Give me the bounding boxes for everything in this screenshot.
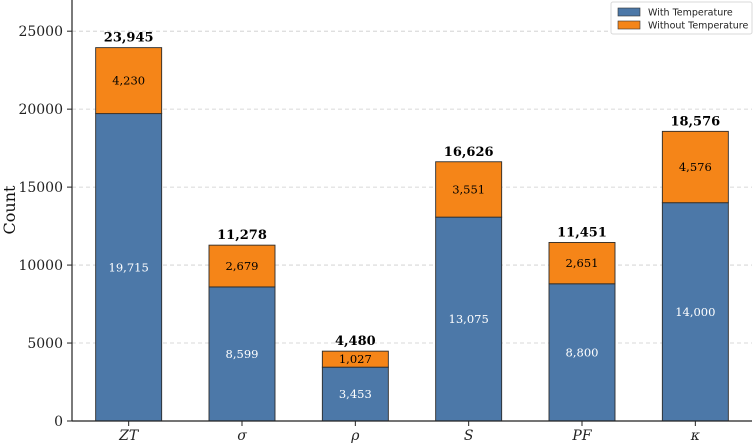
data-label-without-temperature-5: 4,576 — [679, 160, 712, 174]
total-label-1: 11,278 — [217, 228, 267, 243]
y-axis-title: Count — [0, 185, 19, 234]
legend-label-with-temperature: With Temperature — [648, 8, 733, 19]
total-label-2: 4,480 — [335, 334, 376, 349]
x-tick-label-2: ρ — [350, 428, 360, 444]
data-label-with-temperature-1: 8,599 — [226, 347, 259, 361]
x-tick-label-5: κ — [690, 428, 700, 444]
bar-without-temperature-5 — [661, 130, 729, 204]
y-tick-label-5000: 5000 — [27, 336, 63, 352]
value-labels: 19,715 4,230 23,945 8,599 2,679 11,278 3,453 1,… — [104, 31, 720, 401]
x-tick-label-3: S — [464, 428, 474, 444]
bar-without-temperature-0 — [95, 47, 163, 115]
y-tick-label-0: 0 — [54, 414, 63, 430]
data-label-without-temperature-3: 3,551 — [452, 182, 485, 196]
bar-with-temperature-1 — [208, 286, 276, 422]
bar-without-temperature-3 — [435, 161, 503, 218]
legend-box — [610, 1, 753, 35]
data-label-without-temperature-0: 4,230 — [112, 74, 145, 88]
y-tick-label-25000: 25000 — [18, 24, 63, 40]
data-label-with-temperature-2: 3,453 — [339, 387, 372, 401]
x-tick-label-1: σ — [237, 428, 247, 444]
total-label-3: 16,626 — [444, 145, 494, 160]
data-label-with-temperature-3: 13,075 — [449, 312, 489, 326]
y-tick-label-10000: 10000 — [18, 258, 63, 274]
x-tick-label-4: PF — [571, 428, 592, 444]
bar-with-temperature-0 — [95, 113, 163, 422]
legend-swatch-without-temperature — [617, 20, 641, 30]
bar-with-temperature-3 — [435, 216, 503, 422]
data-label-without-temperature-1: 2,679 — [226, 259, 259, 273]
data-label-without-temperature-2: 1,027 — [339, 352, 372, 366]
total-label-5: 18,576 — [670, 114, 720, 129]
total-label-0: 23,945 — [104, 31, 154, 46]
data-label-with-temperature-4: 8,800 — [566, 345, 599, 359]
y-tick-label-15000: 15000 — [18, 180, 63, 196]
bar-with-temperature-4 — [548, 283, 616, 422]
legend-label-without-temperature: Without Temperature — [648, 21, 748, 32]
total-label-4: 11,451 — [557, 225, 607, 240]
bar-with-temperature-5 — [661, 202, 729, 422]
x-tick-label-0: ZT — [118, 428, 140, 444]
bar-without-temperature-4 — [548, 241, 616, 285]
data-label-with-temperature-5: 14,000 — [675, 305, 715, 319]
data-label-without-temperature-4: 2,651 — [566, 256, 599, 270]
bar-without-temperature-2 — [321, 350, 389, 368]
gridlines — [72, 30, 752, 344]
legend: With Temperature Without Temperature — [610, 1, 753, 35]
legend-swatch-with-temperature — [617, 7, 641, 17]
bars — [95, 47, 729, 422]
y-tick-label-20000: 20000 — [18, 102, 63, 118]
bar-without-temperature-1 — [208, 244, 276, 288]
axes: 0 5000 10000 15000 20000 25000 ZT σ ρ S PF κ — [18, 0, 752, 444]
data-label-with-temperature-0: 19,715 — [109, 260, 149, 274]
